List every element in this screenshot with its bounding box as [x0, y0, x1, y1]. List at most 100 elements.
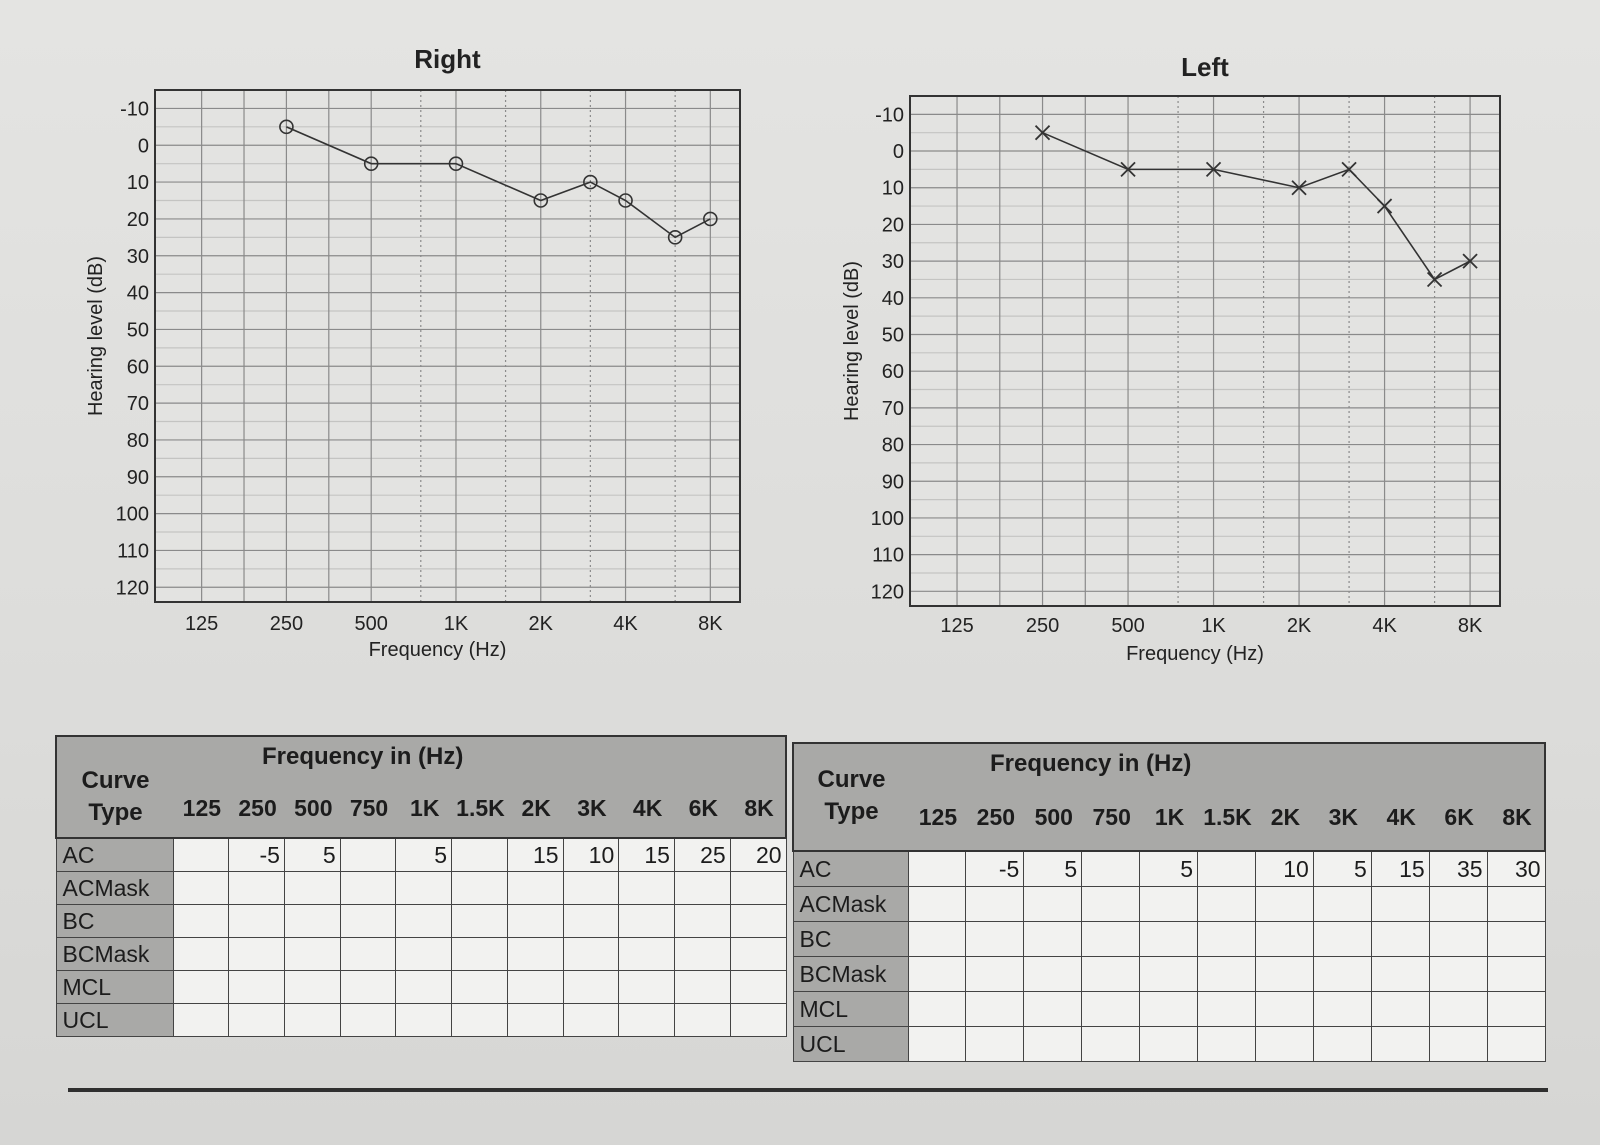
right-ac-marker — [448, 156, 464, 171]
threshold-cell — [673, 871, 731, 905]
table-row: BC — [55, 904, 787, 938]
threshold-cell — [1428, 1026, 1488, 1062]
threshold-cell: 30 — [1486, 850, 1546, 887]
x-tick-label: 250 — [270, 613, 303, 635]
threshold-cell: 5 — [1312, 850, 1372, 887]
threshold-cell — [228, 1003, 285, 1037]
threshold-cell — [907, 886, 967, 922]
table-row: ACMask — [55, 871, 787, 905]
x-axis-label: Frequency (Hz) — [1126, 643, 1264, 665]
frequency-column-label: 125 — [918, 804, 958, 830]
table-row: BCMask — [792, 956, 1546, 992]
threshold-cell — [172, 904, 230, 938]
threshold-cell — [907, 956, 967, 992]
x-tick-label: 2K — [529, 613, 554, 635]
left-ac-marker — [1291, 180, 1307, 196]
curve-type-label: AC — [55, 837, 174, 872]
left-ac-marker — [1034, 125, 1051, 141]
frequency-column-label: 1K — [1154, 804, 1185, 830]
threshold-cell — [506, 970, 564, 1004]
threshold-cell — [339, 937, 397, 971]
threshold-cell: -5 — [228, 837, 285, 872]
threshold-cell — [339, 970, 397, 1004]
threshold-cell — [1254, 921, 1314, 957]
y-tick-label: 80 — [882, 435, 904, 457]
threshold-cell — [1023, 956, 1083, 992]
right-ear-audiogram: Right -10 0 10 20 30 40 50 60 70 80 90 100 110 120 125 2… — [85, 44, 741, 661]
curve-type-label: ACMask — [55, 871, 174, 905]
frequency-header: Frequency in (Hz) — [262, 743, 464, 770]
y-tick-label: 0 — [138, 135, 149, 157]
frequency-column-label: 250 — [238, 795, 277, 821]
threshold-cell — [673, 1003, 731, 1037]
threshold-cell — [283, 1003, 341, 1037]
frequency-column-label: 6K — [1444, 804, 1474, 830]
threshold-cell — [673, 970, 731, 1004]
curve-type-label: BC — [55, 904, 174, 938]
threshold-cell — [1197, 956, 1256, 992]
threshold-cell — [395, 1003, 453, 1037]
frequency-column-label: 500 — [294, 795, 333, 821]
threshold-cell — [729, 937, 787, 971]
threshold-cell — [395, 970, 453, 1004]
threshold-cell — [451, 871, 508, 905]
left-ac-marker — [1205, 161, 1222, 178]
frequency-column-label: 8K — [744, 795, 774, 821]
right-ac-marker — [363, 156, 379, 171]
y-tick-label: 40 — [127, 283, 149, 305]
right-ac-marker — [667, 230, 683, 245]
threshold-cell — [451, 970, 508, 1004]
chart-title: Right — [414, 44, 481, 74]
curve-type-label: UCL — [55, 1003, 174, 1037]
threshold-cell — [395, 937, 453, 971]
threshold-cell — [1254, 1026, 1314, 1062]
threshold-cell — [172, 937, 230, 971]
threshold-cell — [451, 837, 508, 872]
threshold-cell: 15 — [1370, 850, 1430, 887]
y-tick-label: 20 — [882, 214, 904, 236]
curve-type-label: ACMask — [792, 886, 909, 922]
threshold-cell — [1197, 991, 1256, 1027]
y-tick-label: 60 — [127, 356, 149, 378]
threshold-cell — [228, 871, 285, 905]
y-tick-label: 30 — [882, 251, 904, 273]
threshold-cell — [283, 937, 341, 971]
threshold-cell — [1023, 886, 1083, 922]
threshold-cell — [1486, 886, 1546, 922]
x-tick-label: 500 — [355, 613, 388, 635]
threshold-cell — [1254, 886, 1314, 922]
threshold-cell — [506, 1003, 564, 1037]
threshold-cell — [965, 956, 1025, 992]
threshold-cell — [1312, 1026, 1372, 1062]
threshold-cell — [172, 871, 230, 905]
table-row: BCMask — [55, 937, 787, 971]
threshold-cell — [228, 937, 285, 971]
threshold-cell — [907, 991, 967, 1027]
threshold-cell — [339, 837, 397, 872]
frequency-column-label: 3K — [577, 795, 607, 821]
y-tick-label: 80 — [127, 430, 149, 452]
left-ac-marker — [1426, 271, 1443, 288]
curve-type-label: MCL — [55, 970, 174, 1004]
threshold-cell — [1370, 956, 1430, 992]
threshold-cell — [1486, 991, 1546, 1027]
y-tick-label: -10 — [875, 104, 904, 126]
x-tick-label: 2K — [1287, 615, 1312, 637]
curve-header-line1: Curve — [817, 766, 886, 793]
threshold-cell — [618, 937, 675, 971]
y-tick-label: 90 — [882, 471, 904, 493]
y-tick-label: 120 — [871, 581, 904, 603]
threshold-cell — [1486, 921, 1546, 957]
x-tick-label: 250 — [1026, 615, 1059, 637]
frequency-column-label: 1.5K — [456, 795, 505, 821]
table-row: MCL — [792, 991, 1546, 1027]
threshold-cell — [1197, 886, 1256, 922]
threshold-cell — [1139, 886, 1199, 922]
threshold-cell — [1370, 1026, 1430, 1062]
table-header: Frequency in (Hz) Curve Type 125 250 500 750 1K… — [791, 742, 1547, 852]
table-row: AC -5 5 5 10 5 15 35 30 — [792, 850, 1546, 887]
threshold-cell — [1081, 886, 1141, 922]
frequency-column-labels: 125 250 500 750 1K 1.5K 2K 3K 4K 6K 8K — [174, 795, 787, 822]
y-tick-label: 10 — [127, 172, 149, 194]
y-tick-label: -10 — [120, 98, 149, 120]
